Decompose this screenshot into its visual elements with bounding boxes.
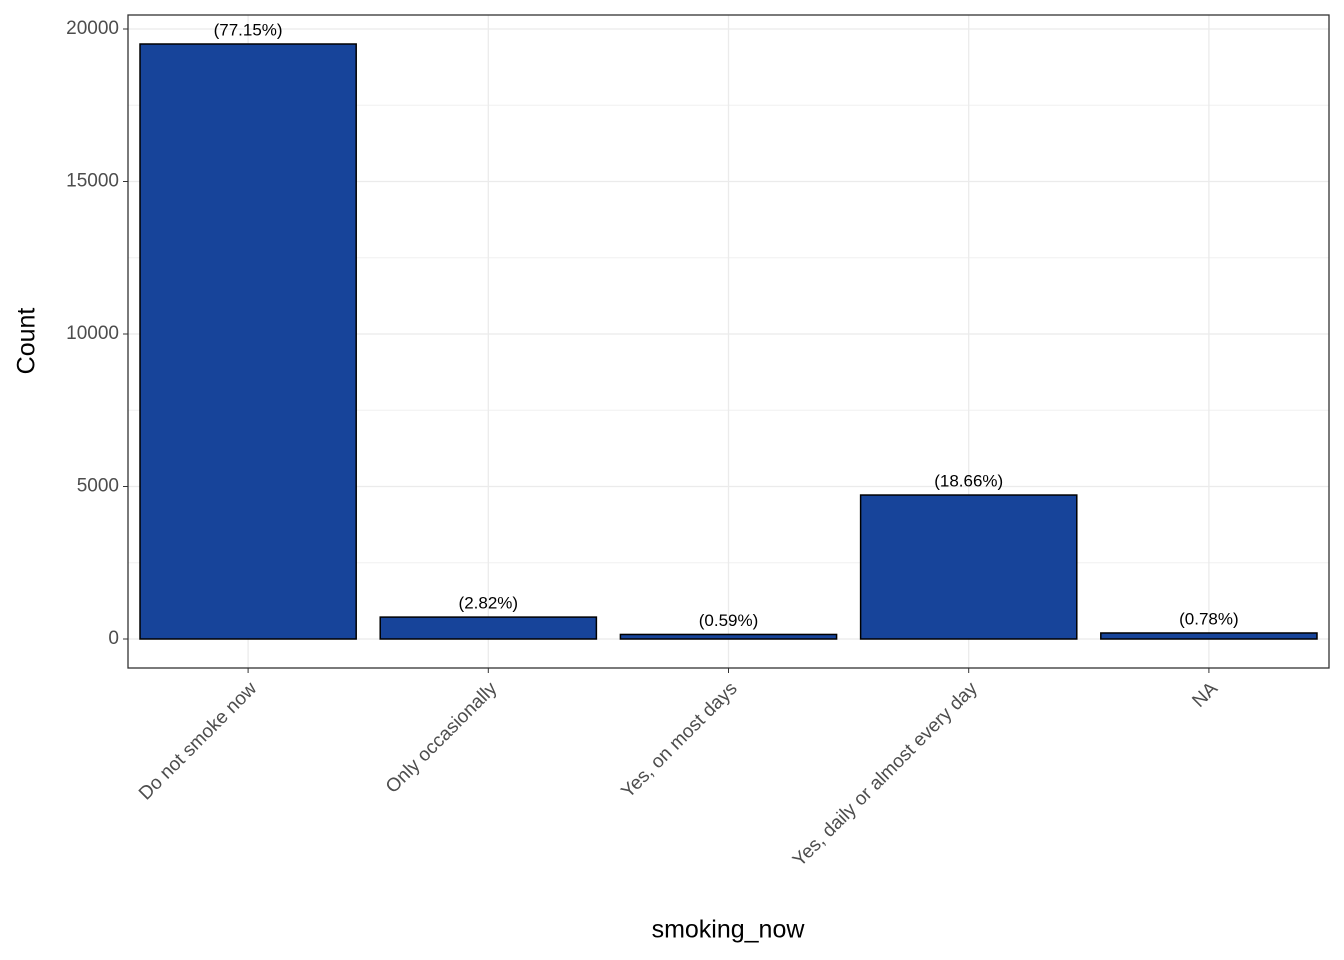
x-axis-title: smoking_now — [652, 916, 806, 944]
bar — [379, 616, 598, 640]
bar-label: (18.66%) — [934, 472, 1003, 491]
y-tick-label: 0 — [108, 628, 119, 649]
bar — [859, 494, 1078, 640]
y-tick-label: 20000 — [66, 18, 119, 39]
bar-label: (0.78%) — [1179, 609, 1239, 628]
bar — [1100, 632, 1318, 640]
panel-border — [127, 14, 1330, 669]
y-tick-label: 5000 — [77, 476, 119, 497]
bar-label: (77.15%) — [214, 20, 283, 39]
y-tick-label: 10000 — [66, 323, 119, 344]
bar — [619, 633, 838, 640]
y-tick-label: 15000 — [66, 171, 119, 192]
bar — [139, 43, 357, 640]
bar-label: (2.82%) — [459, 594, 519, 613]
y-axis-title: Count — [13, 308, 41, 375]
bar-label: (0.59%) — [699, 611, 759, 630]
